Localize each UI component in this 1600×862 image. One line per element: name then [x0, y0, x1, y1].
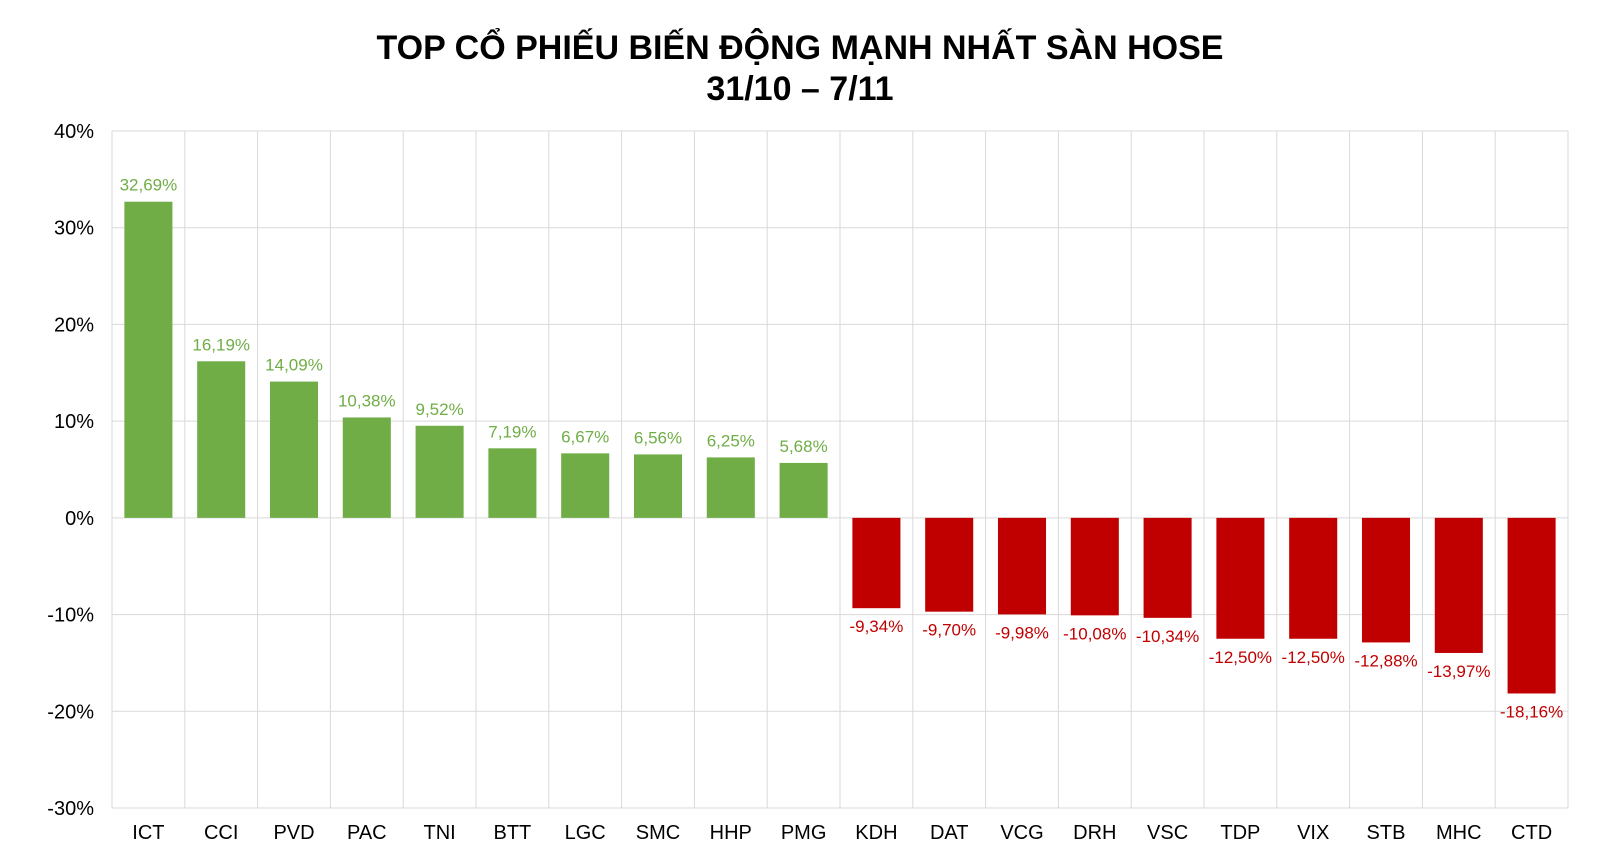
bar-smc [633, 454, 683, 518]
data-label: 6,25% [707, 431, 755, 450]
bar-pmg [779, 462, 828, 518]
data-label: 5,68% [779, 437, 827, 456]
y-tick-label: -30% [47, 798, 94, 820]
data-label: 14,09% [265, 356, 323, 375]
bar-vsc [1143, 517, 1192, 618]
data-label: 6,56% [634, 428, 682, 447]
data-label: -10,08% [1063, 624, 1126, 643]
bar-pvd [269, 381, 319, 518]
x-tick-label: DRH [1073, 822, 1116, 844]
data-label: 10,38% [338, 391, 396, 410]
bar-vix [1289, 517, 1338, 639]
bar-kdh [852, 517, 901, 609]
data-label: 32,69% [120, 176, 178, 195]
y-tick-label: 20% [54, 314, 94, 336]
data-label: -12,88% [1354, 651, 1417, 670]
x-tick-label: SMC [636, 822, 680, 844]
data-label: -13,97% [1427, 662, 1490, 681]
x-tick-label: DAT [930, 822, 969, 844]
x-tick-label: TNI [423, 822, 455, 844]
data-label: -12,50% [1209, 648, 1272, 667]
x-tick-label: BTT [494, 822, 532, 844]
bar-dat [925, 517, 974, 612]
x-tick-label: CCI [204, 822, 238, 844]
y-tick-label: -20% [47, 701, 94, 723]
bar-hhp [706, 457, 755, 518]
bars [124, 201, 1556, 694]
x-tick-label: VCG [1000, 822, 1043, 844]
chart-title: TOP CỔ PHIẾU BIẾN ĐỘNG MẠNH NHẤT SÀN HOS… [376, 29, 1224, 67]
y-tick-label: -10% [47, 605, 94, 627]
data-label: 6,67% [561, 427, 609, 446]
chart-subtitle: 31/10 – 7/11 [706, 70, 894, 108]
x-tick-label: LGC [565, 822, 606, 844]
x-tick-label: PVD [273, 822, 314, 844]
x-tick-label: KDH [855, 822, 897, 844]
data-label: -9,34% [849, 617, 903, 636]
data-label: -9,98% [995, 623, 1049, 642]
bar-stb [1361, 517, 1411, 643]
data-label: 16,19% [192, 335, 250, 354]
y-axis-ticks: 40% 30% 20% 10% 0% -10% -20% -30% [47, 121, 94, 820]
x-tick-label: TDP [1220, 822, 1260, 844]
bar-ict [124, 201, 173, 518]
data-labels: 32,69% 16,19% 14,09% 10,38% 9,52% 7,19% 6,67% 6… [120, 176, 1564, 722]
data-label: -10,34% [1136, 627, 1199, 646]
bar-cci [197, 361, 246, 518]
x-tick-label: MHC [1436, 822, 1482, 844]
bar-btt [488, 448, 537, 518]
x-tick-label: CTD [1511, 822, 1552, 844]
bar-ctd [1507, 517, 1556, 694]
x-tick-label: VSC [1147, 822, 1188, 844]
data-label: -12,50% [1282, 648, 1345, 667]
data-label: 9,52% [415, 400, 463, 419]
bar-mhc [1434, 517, 1483, 653]
y-tick-label: 40% [54, 121, 94, 143]
y-tick-label: 0% [65, 508, 94, 530]
x-tick-label: PMG [781, 822, 827, 844]
bar-pac [342, 417, 391, 518]
y-tick-label: 30% [54, 218, 94, 240]
x-tick-label: PAC [347, 822, 387, 844]
x-tick-label: HHP [710, 822, 752, 844]
x-tick-label: STB [1367, 822, 1406, 844]
x-axis-ticks: ICT CCI PVD PAC TNI BTT LGC SMC HHP PMG KDH DAT VCG D… [132, 822, 1552, 844]
grid-layer [111, 130, 1569, 809]
x-tick-label: ICT [132, 822, 164, 844]
data-label: 7,19% [488, 422, 536, 441]
data-label: -18,16% [1500, 702, 1563, 721]
data-label: -9,70% [922, 621, 976, 640]
bar-drh [1070, 517, 1119, 616]
chart-title-block: TOP CỔ PHIẾU BIẾN ĐỘNG MẠNH NHẤT SÀN HOS… [0, 28, 1600, 110]
bar-vcg [997, 517, 1047, 615]
y-tick-label: 10% [54, 411, 94, 433]
bar-lgc [561, 453, 610, 518]
bar-tni [415, 425, 464, 518]
x-tick-label: VIX [1297, 822, 1329, 844]
bar-tdp [1216, 517, 1265, 639]
